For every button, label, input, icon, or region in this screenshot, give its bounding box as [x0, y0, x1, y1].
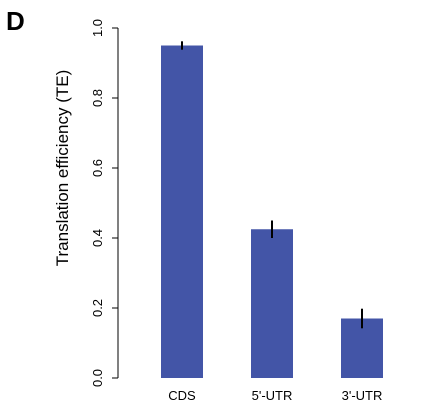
y-tick-label: 0.0 [90, 369, 105, 387]
y-axis-title: Translation efficiency (TE) [53, 70, 72, 267]
x-category-label: CDS [168, 388, 196, 403]
x-axis-labels: CDS 5'-UTR 3'-UTR [168, 388, 382, 403]
y-tick-label: 1.0 [90, 19, 105, 37]
bar [161, 45, 203, 378]
x-category-label: 3'-UTR [342, 388, 383, 403]
y-tick-label: 0.6 [90, 159, 105, 177]
bar [341, 318, 383, 378]
y-tick-label: 0.8 [90, 89, 105, 107]
x-category-label: 5'-UTR [252, 388, 293, 403]
bars [161, 45, 383, 378]
y-tick-label: 0.4 [90, 229, 105, 247]
bar [251, 229, 293, 378]
y-axis: 0.0 0.2 0.4 0.6 0.8 1.0 [90, 19, 119, 387]
error-bars [181, 41, 363, 329]
y-tick-label: 0.2 [90, 299, 105, 317]
panel-label: D [6, 6, 25, 36]
